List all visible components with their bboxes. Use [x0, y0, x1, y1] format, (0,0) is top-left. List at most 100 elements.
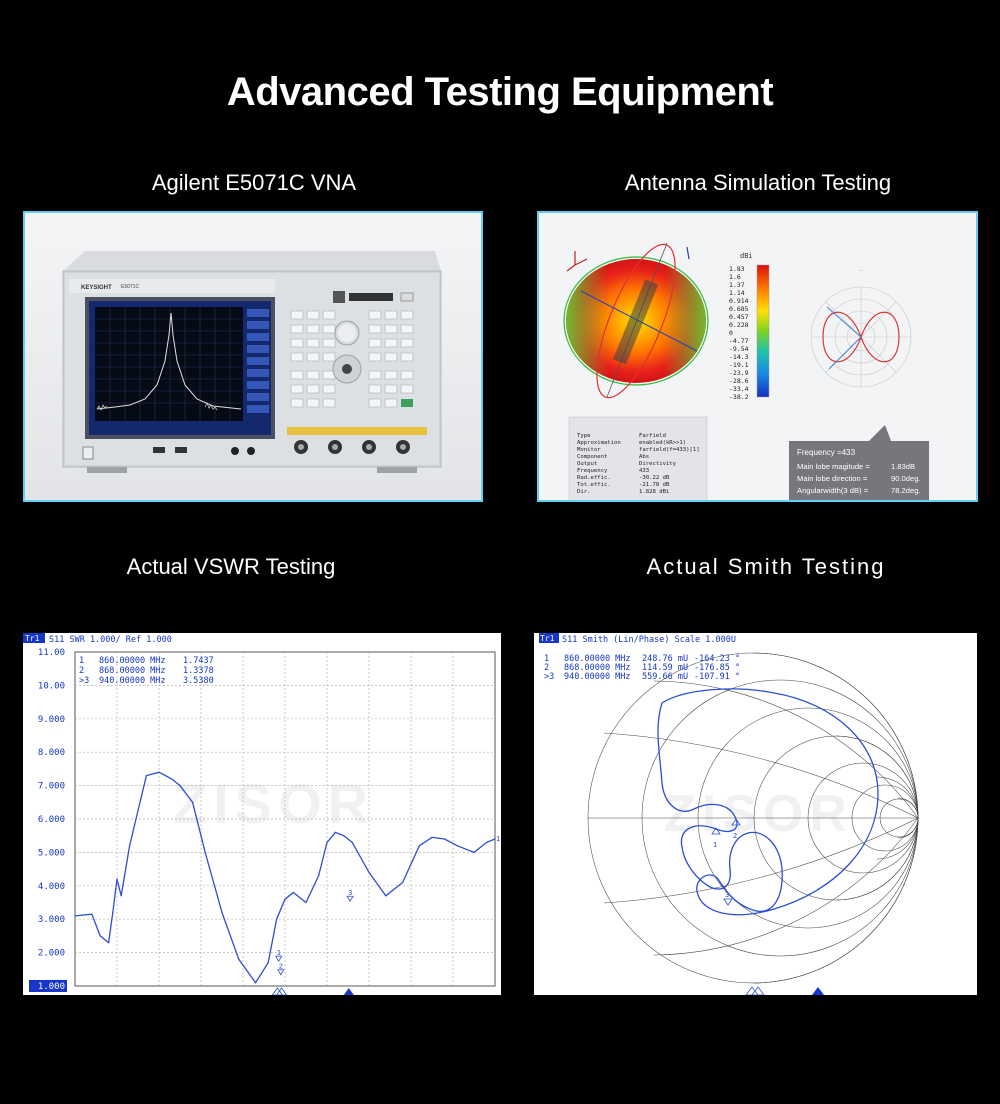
smith-watermark: ZISOR: [664, 785, 853, 843]
colorbar-tick: 1.83: [729, 265, 745, 273]
colorbar-tick: -14.3: [729, 353, 749, 361]
vswr-caption: Actual VSWR Testing: [126, 554, 336, 579]
callout-value: 90.0deg.: [891, 474, 921, 483]
colorbar-tick: 0.457: [729, 313, 749, 321]
swr-point: [343, 835, 345, 837]
y-tick-label: 8.000: [38, 748, 65, 758]
table-label: Frequency: [577, 468, 608, 474]
smith-marker-phase: -164.23 °: [694, 654, 740, 664]
y-tick-label: 9.000: [38, 715, 65, 725]
swr-marker: [277, 969, 285, 976]
y-tick-label: 10.00: [38, 681, 65, 691]
colorbar-tick: -28.6: [729, 377, 749, 385]
callout-label: Main lobe magitude =: [797, 462, 870, 471]
smith-marker-freq: 940.00000 MHz: [564, 672, 631, 682]
swr-point: [255, 982, 257, 984]
vna-brand: KEYSIGHT: [81, 285, 112, 291]
ref-tick-bg: [29, 980, 67, 992]
callout-label: Angularwidth(3 dB) =: [797, 486, 869, 495]
swr-point: [402, 881, 404, 884]
smith-marker-1: 1: [713, 841, 717, 849]
swr-point: [108, 941, 110, 944]
swr-point: [292, 891, 294, 894]
swr-point: [99, 935, 101, 937]
swr-point: [91, 913, 93, 915]
table-value: 1.828 dBi: [639, 489, 669, 495]
swr-point: [267, 962, 269, 964]
y-tick-label: 4.000: [38, 882, 65, 892]
antenna-caption: Antenna Simulation Testing: [624, 170, 892, 195]
swr-point: [326, 841, 328, 843]
table-value: -21.78 dB: [639, 482, 670, 488]
trace-end-label: 1: [496, 835, 500, 843]
swr-marker: [346, 895, 354, 903]
x-marker-triangle: [271, 987, 288, 995]
swr-point: [351, 841, 353, 843]
vswr-marker-id: 1: [79, 656, 84, 666]
smith-marker-mag: 114.59 mU: [642, 663, 688, 673]
smith-marker-mag: 559.66 mU: [642, 672, 688, 682]
vswr-marker-value: 3.5380: [183, 676, 214, 686]
colorbar-tick: 0.228: [729, 321, 749, 329]
colorbar-tick: -19.1: [729, 361, 749, 369]
table-value: Farfield: [639, 433, 666, 439]
table-label: Monitor: [577, 447, 601, 453]
swr-point: [284, 898, 286, 900]
smith-marker-id: 2: [544, 663, 549, 673]
swr-point: [318, 875, 320, 877]
swr-point: [116, 878, 118, 880]
vswr-header: S11 SWR 1.000/ Ref 1.000: [49, 635, 172, 645]
swr-point: [444, 838, 446, 840]
colorbar-tick: -23.9: [729, 369, 749, 377]
y-tick-label: 7.000: [38, 782, 65, 792]
smith-marker-freq: 860.00000 MHz: [564, 654, 631, 664]
swr-point: [74, 915, 76, 917]
smith-marker-phase: -107.91 °: [694, 672, 740, 682]
swr-point: [238, 958, 240, 960]
table-label: Type: [577, 433, 591, 439]
table-label: Tot.effic.: [577, 482, 611, 488]
swr-point: [456, 845, 458, 847]
table-value: farfield(f=433)[1]: [639, 447, 700, 453]
smith-marker-mag: 248.76 mU: [642, 654, 688, 664]
vswr-trace-label: Tr1: [25, 634, 40, 643]
colorbar-tick: 1.6: [729, 273, 741, 281]
vswr-marker-freq: 868.00000 MHz: [99, 666, 166, 676]
vswr-chart: Tr1 S11 SWR 1.000/ Ref 1.000 ZISOR 1 1.00…: [23, 633, 501, 995]
swr-marker-label: 3: [348, 889, 352, 897]
swr-point: [145, 774, 147, 777]
smith-header: S11 Smith (Lin/Phase) Scale 1.000U: [562, 635, 736, 645]
swr-marker: [274, 955, 283, 962]
vna-photo: KEYSIGHT E5071C: [23, 211, 483, 502]
vswr-watermark: ZISOR: [173, 772, 374, 835]
smith-trace: [657, 688, 879, 916]
swr-point: [418, 845, 420, 847]
swr-point: [112, 911, 114, 914]
callout-value: 78.2deg.: [891, 486, 921, 495]
smith-marker-phase: -176.85 °: [694, 663, 740, 673]
swr-point: [486, 841, 488, 843]
colorbar-unit: dBi: [740, 252, 753, 260]
colorbar-tick: -4.77: [729, 337, 749, 345]
table-value: Abs: [639, 454, 649, 460]
page-title: Advanced Testing Equipment: [226, 70, 774, 114]
smith-grid: [587, 652, 919, 984]
colorbar-tick: -33.4: [729, 385, 749, 393]
y-tick-label: 1.000: [38, 982, 65, 992]
vswr-marker-freq: 940.00000 MHz: [99, 676, 166, 686]
swr-marker-label: 2: [279, 963, 283, 971]
vswr-marker-id: 2: [79, 666, 84, 676]
smith-marker-id: 1: [544, 654, 549, 664]
swr-point: [368, 871, 370, 874]
table-value: enabled(kR>>1): [639, 440, 686, 446]
swr-point: [179, 785, 181, 787]
swr-point: [158, 771, 160, 773]
swr-point: [385, 895, 387, 897]
swr-point: [305, 901, 307, 904]
smith-marker-freq: 868.00000 MHz: [564, 663, 631, 673]
vswr-marker-freq: 860.00000 MHz: [99, 656, 166, 666]
callout-value: 1.83dB: [891, 462, 915, 471]
swr-point: [431, 836, 433, 838]
vswr-marker-value: 1.3378: [183, 666, 214, 676]
table-label: Approximation: [577, 440, 621, 446]
